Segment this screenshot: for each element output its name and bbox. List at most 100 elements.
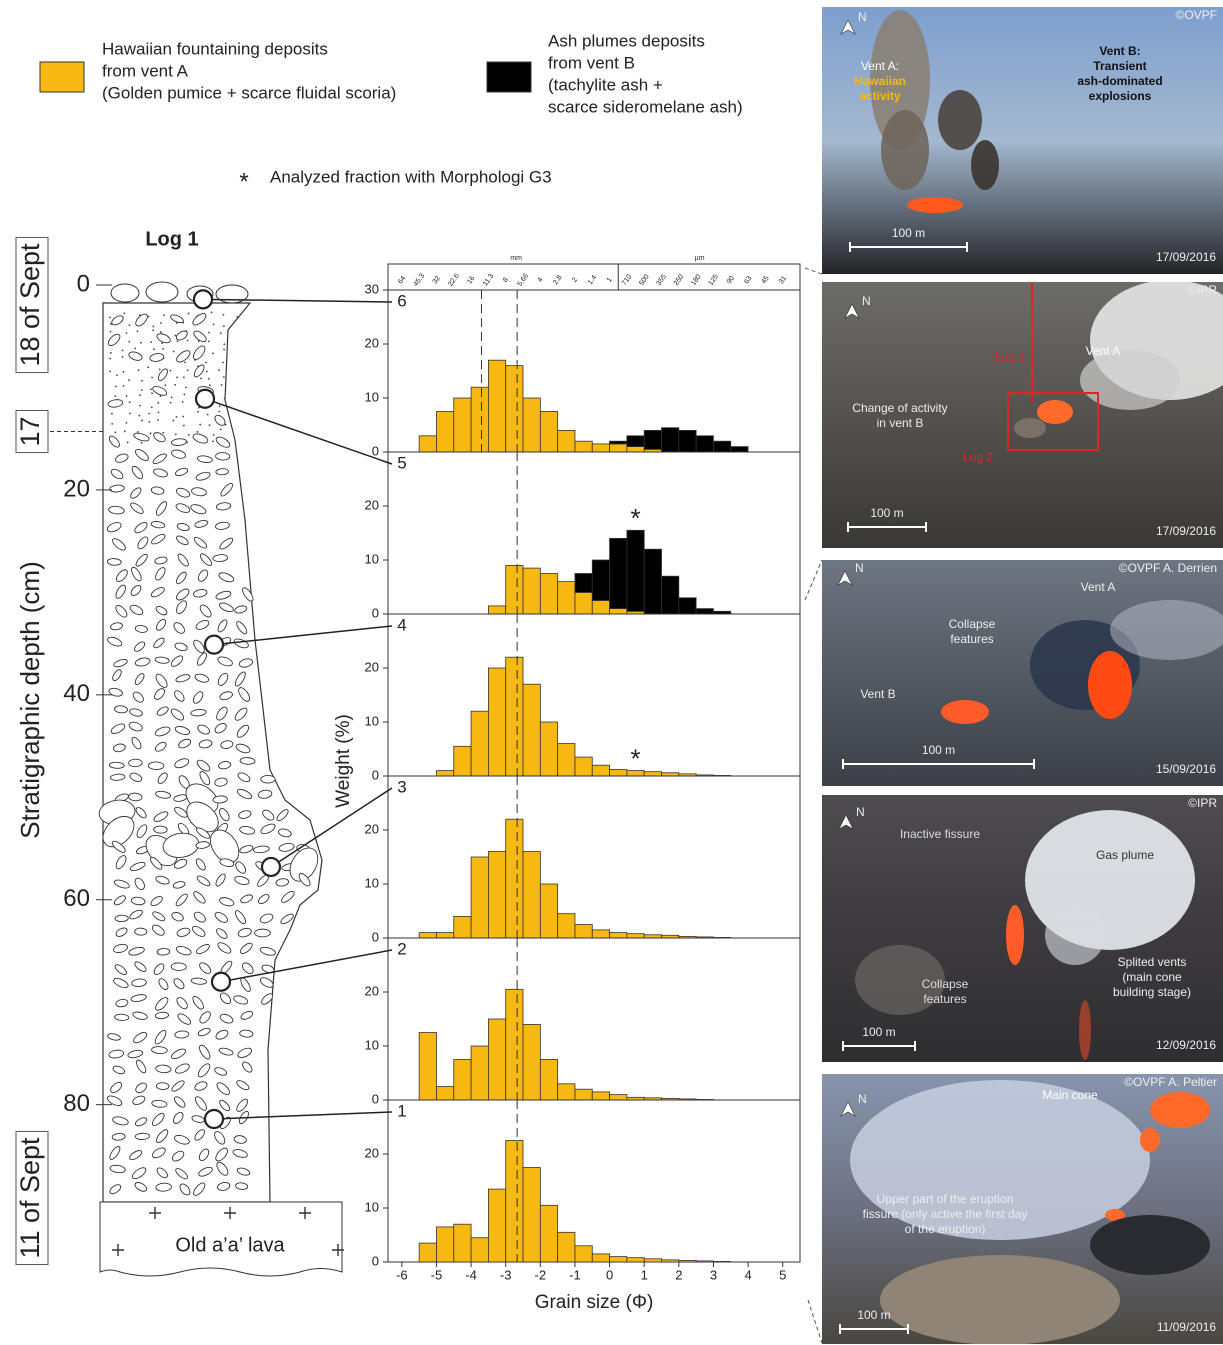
clast bbox=[219, 1013, 234, 1024]
photo-feature bbox=[1080, 350, 1180, 410]
north-arrow bbox=[840, 19, 856, 35]
stipple bbox=[176, 376, 178, 379]
stipple bbox=[125, 332, 128, 334]
clast bbox=[216, 928, 228, 939]
clast bbox=[199, 771, 211, 786]
clast bbox=[155, 1064, 172, 1074]
clast bbox=[110, 622, 123, 631]
clast bbox=[158, 368, 168, 381]
size-axis-label: 8 bbox=[502, 277, 510, 284]
clast bbox=[153, 811, 169, 822]
clast bbox=[175, 1168, 188, 1180]
size-axis-label: 22.6 bbox=[447, 273, 461, 288]
stipple bbox=[163, 314, 165, 317]
bar bbox=[418, 1242, 437, 1263]
stipple bbox=[128, 340, 131, 343]
bar bbox=[643, 429, 662, 450]
bar bbox=[557, 1231, 576, 1263]
clast bbox=[237, 927, 252, 938]
x-axis-label: Grain size (Φ) bbox=[535, 1292, 654, 1313]
clast bbox=[238, 810, 252, 819]
clast bbox=[115, 855, 127, 870]
bar bbox=[591, 1091, 610, 1101]
bar bbox=[470, 1237, 489, 1263]
clast bbox=[150, 486, 165, 495]
clast bbox=[199, 962, 212, 974]
photo-label: Collapse bbox=[949, 617, 996, 631]
photo-feature bbox=[1045, 905, 1105, 965]
x-tick-label: -1 bbox=[569, 1267, 581, 1282]
photo-credit: ©OVPF A. Derrien bbox=[1119, 561, 1217, 575]
scale-bar bbox=[839, 1324, 909, 1334]
bar bbox=[609, 1256, 628, 1263]
legend-label: Ash plumes deposits bbox=[548, 31, 705, 50]
stipple bbox=[207, 377, 210, 380]
bar bbox=[539, 573, 559, 615]
stipple bbox=[212, 433, 215, 436]
clast bbox=[115, 569, 128, 582]
photo-credit: ©OVPF A. Peltier bbox=[1124, 1075, 1217, 1089]
clast bbox=[215, 502, 232, 511]
photo-label: Vent B: bbox=[1099, 44, 1140, 58]
clast bbox=[214, 414, 226, 426]
clast bbox=[220, 483, 234, 497]
photo-feature bbox=[1140, 1128, 1160, 1152]
clast bbox=[176, 588, 190, 601]
clast bbox=[260, 774, 276, 784]
clast bbox=[134, 657, 151, 667]
size-axis-label: 64 bbox=[397, 275, 407, 285]
clast bbox=[174, 726, 191, 735]
north-label: N bbox=[856, 805, 865, 819]
clast bbox=[215, 436, 231, 448]
clast bbox=[219, 691, 233, 701]
photo-label: Transient bbox=[1093, 59, 1146, 73]
photo-date: 15/09/2016 bbox=[1156, 762, 1216, 776]
sample-link bbox=[204, 398, 393, 465]
sample-link bbox=[213, 625, 393, 646]
clast bbox=[174, 642, 188, 652]
clast bbox=[112, 538, 126, 551]
stipple bbox=[128, 401, 131, 404]
stipple bbox=[183, 393, 186, 396]
stipple bbox=[129, 412, 131, 415]
clast bbox=[278, 828, 292, 838]
x-tick-label: -6 bbox=[396, 1267, 408, 1282]
clast bbox=[192, 995, 204, 1010]
clast bbox=[193, 691, 204, 704]
clast bbox=[219, 992, 232, 1005]
stipple bbox=[141, 419, 143, 422]
stipple bbox=[223, 397, 226, 400]
bar bbox=[661, 427, 680, 453]
stipple bbox=[150, 406, 153, 409]
sample-number: 1 bbox=[397, 1101, 406, 1120]
clast bbox=[170, 438, 188, 446]
bar bbox=[539, 411, 559, 453]
clast bbox=[175, 1063, 190, 1074]
cobble bbox=[145, 281, 179, 303]
clast bbox=[237, 1047, 253, 1058]
clast bbox=[199, 604, 212, 618]
bar bbox=[574, 1088, 593, 1101]
clast bbox=[134, 641, 146, 652]
clast bbox=[214, 1067, 228, 1076]
stipple bbox=[151, 392, 153, 395]
bar bbox=[470, 1045, 489, 1101]
stipple bbox=[162, 431, 165, 434]
sample-link bbox=[220, 949, 393, 983]
photo-credit: ©OVPF bbox=[1175, 8, 1217, 22]
clast bbox=[190, 504, 207, 515]
photo-feature bbox=[907, 197, 963, 213]
clast bbox=[155, 790, 172, 799]
y-tick-label: 20 bbox=[365, 821, 379, 836]
clast bbox=[154, 656, 170, 664]
stipple bbox=[114, 395, 117, 398]
x-tick-label: 1 bbox=[641, 1267, 648, 1282]
bar bbox=[488, 667, 507, 777]
north-label: N bbox=[862, 294, 871, 308]
clast bbox=[190, 977, 208, 985]
y-tick-label: 10 bbox=[365, 875, 379, 890]
clast bbox=[136, 824, 148, 839]
stipple bbox=[123, 430, 126, 433]
clast bbox=[195, 471, 211, 481]
sample-circle bbox=[210, 971, 232, 992]
